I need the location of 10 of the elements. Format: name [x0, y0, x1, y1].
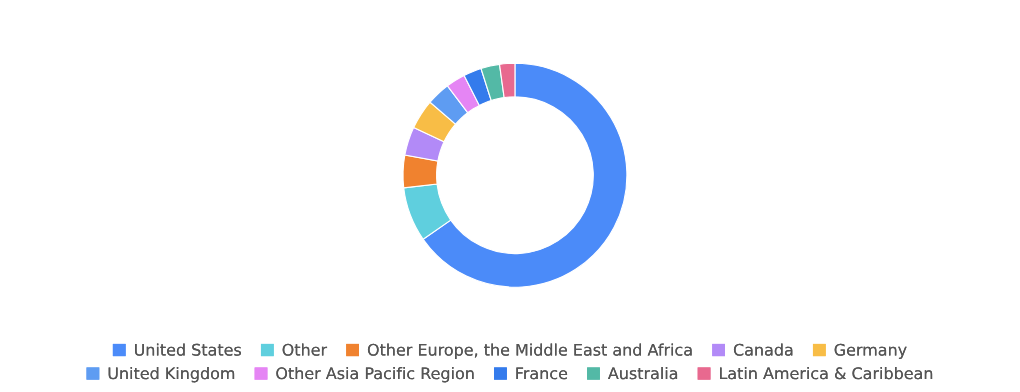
- legend-label: France: [516, 367, 568, 380]
- legend-label: Germany: [834, 343, 907, 359]
- legend-label: Other: [282, 343, 328, 356]
- legend-label: Other Asia Pacific Region: [276, 366, 474, 383]
- legend-label: Canada: [733, 343, 793, 356]
- legend-label: Australia: [608, 366, 678, 380]
- legend-label: Latin America & Caribbean: [720, 366, 933, 380]
- legend-label: United States: [135, 343, 242, 356]
- legend-label: United Kingdom: [108, 366, 235, 383]
- legend-label: Other Europe, the Middle East and Africa: [367, 343, 692, 359]
